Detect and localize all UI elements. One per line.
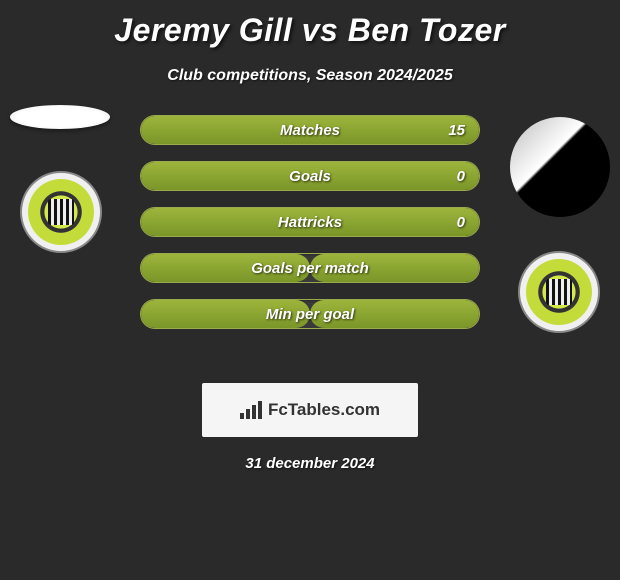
club-crest-icon [28,179,94,245]
brand-label: FcTables.com [268,400,380,420]
stat-label: Hattricks [141,208,479,236]
stat-value-right: 15 [448,116,465,145]
stat-bar: Goals0 [140,161,480,191]
stat-label: Goals [141,162,479,190]
club-badge-right [518,251,600,333]
club-badge-left [20,171,102,253]
stat-value-right: 0 [457,208,465,237]
brand-box[interactable]: FcTables.com [202,383,418,437]
date-label: 31 december 2024 [0,455,620,472]
stat-value-right: 0 [457,162,465,191]
subtitle: Club competitions, Season 2024/2025 [0,67,620,85]
stat-label: Goals per match [141,254,479,282]
stat-bar: Goals per match [140,253,480,283]
stat-label: Min per goal [141,300,479,328]
player-left-avatar [10,105,110,129]
club-crest-icon [526,259,592,325]
stat-bars: Matches15Goals0Hattricks0Goals per match… [140,115,480,329]
stat-bar: Hattricks0 [140,207,480,237]
comparison-area: Matches15Goals0Hattricks0Goals per match… [0,115,620,415]
bar-chart-icon [240,401,262,419]
stat-label: Matches [141,116,479,144]
player-right-avatar [510,117,610,217]
stat-bar: Min per goal [140,299,480,329]
stat-bar: Matches15 [140,115,480,145]
page-title: Jeremy Gill vs Ben Tozer [0,0,620,49]
